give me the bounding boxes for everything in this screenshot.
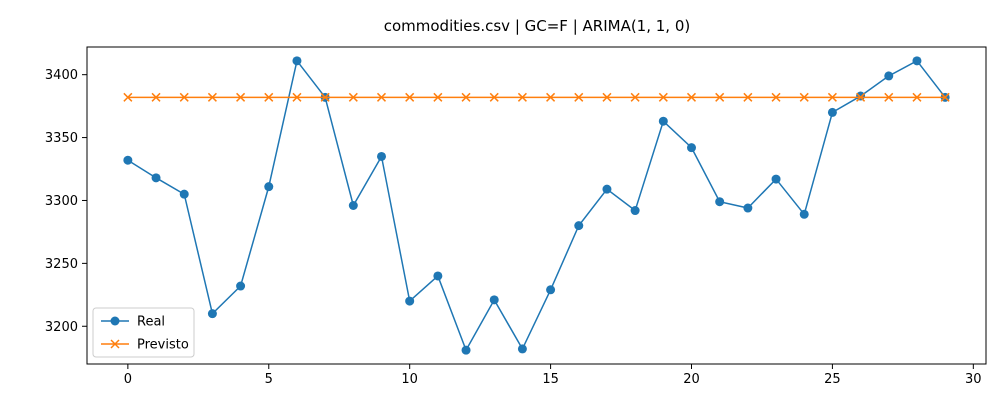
data-point	[110, 316, 120, 326]
chart-title: commodities.csv | GC=F | ARIMA(1, 1, 0)	[384, 17, 691, 35]
data-point	[574, 221, 584, 231]
data-point	[884, 92, 894, 102]
x-tick-label: 10	[401, 372, 418, 387]
x-tick-label: 0	[124, 372, 132, 387]
data-point	[912, 56, 922, 66]
data-point	[686, 92, 697, 102]
data-point	[433, 92, 443, 102]
data-point	[884, 71, 894, 81]
data-point	[292, 92, 302, 102]
data-point	[292, 56, 302, 66]
data-point	[110, 339, 120, 349]
legend-label: Real	[137, 315, 165, 330]
data-point	[602, 92, 612, 102]
data-point	[405, 296, 415, 306]
data-point	[799, 209, 809, 219]
data-point	[461, 345, 471, 355]
y-tick-label: 3250	[45, 257, 78, 272]
series-previsto	[123, 92, 950, 102]
axis-ticks: 0 5 10 15 20 25 30 3200 3250 3300 3350 3400	[45, 68, 982, 387]
data-point	[151, 173, 161, 183]
data-point	[546, 285, 556, 295]
legend-item: Previsto	[101, 338, 189, 353]
data-point	[123, 155, 133, 165]
data-point	[856, 92, 866, 102]
data-point	[207, 92, 217, 102]
legend-item: Real	[101, 315, 165, 330]
data-point	[236, 281, 246, 291]
x-tick-label: 5	[265, 372, 273, 387]
data-point	[433, 271, 443, 281]
data-point	[546, 92, 556, 102]
legend: Real Previsto	[92, 307, 195, 358]
data-point	[377, 151, 386, 161]
data-point	[630, 206, 640, 216]
x-tick-label: 25	[824, 372, 841, 387]
data-point	[912, 92, 922, 102]
data-point	[264, 92, 274, 102]
data-point	[517, 344, 527, 354]
data-point	[123, 92, 133, 102]
data-point	[348, 92, 358, 102]
series-real	[123, 56, 950, 355]
data-point	[179, 92, 189, 102]
data-point	[489, 295, 499, 305]
data-point	[461, 92, 471, 102]
x-tick-label: 20	[683, 372, 700, 387]
data-point	[799, 92, 809, 102]
data-point	[574, 92, 584, 102]
data-point	[940, 92, 950, 102]
legend-label: Previsto	[137, 338, 189, 353]
data-point	[630, 92, 640, 102]
data-point	[827, 92, 837, 102]
y-tick-label: 3200	[45, 320, 78, 335]
data-point	[405, 92, 415, 102]
data-point	[602, 184, 612, 194]
data-point	[376, 92, 387, 102]
data-point	[236, 92, 246, 102]
series-layer	[123, 56, 950, 355]
data-point	[658, 92, 668, 102]
data-point	[489, 92, 499, 102]
data-point	[151, 92, 161, 102]
data-point	[207, 309, 217, 319]
y-tick-label: 3400	[45, 68, 78, 83]
data-point	[348, 201, 358, 210]
data-point	[827, 107, 837, 117]
x-tick-label: 30	[965, 372, 982, 387]
data-point	[771, 174, 781, 184]
data-point	[771, 92, 781, 102]
data-point	[320, 92, 330, 102]
data-point	[715, 92, 725, 102]
series-line	[127, 59, 946, 352]
data-point	[179, 189, 189, 199]
x-tick-label: 15	[542, 372, 559, 387]
y-tick-label: 3300	[45, 194, 78, 209]
data-point	[687, 143, 696, 153]
data-point	[715, 197, 725, 207]
data-point	[658, 116, 668, 126]
plot-frame	[86, 46, 987, 365]
y-tick-label: 3350	[45, 131, 78, 146]
data-point	[743, 203, 753, 213]
data-point	[517, 92, 527, 102]
data-point	[264, 182, 274, 192]
data-point	[743, 92, 753, 102]
data-point	[856, 91, 866, 101]
